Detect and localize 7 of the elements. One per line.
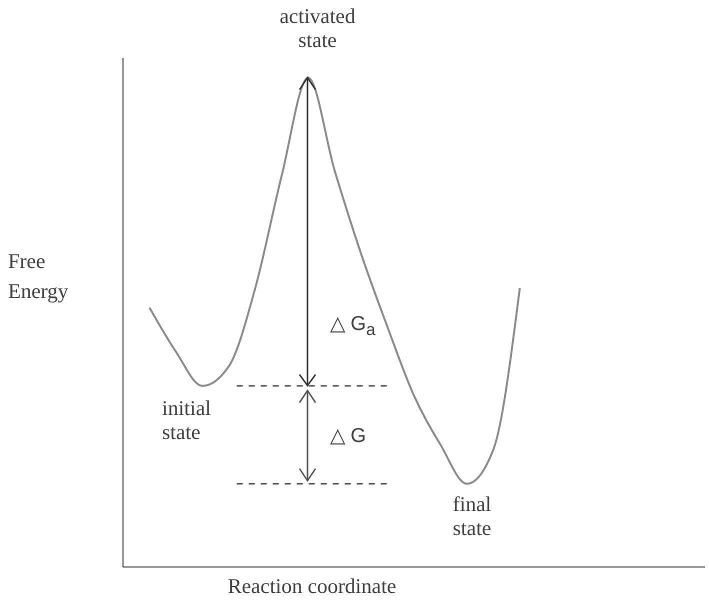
annotation: △ G$_{a}$ bbox=[330, 313, 376, 339]
annotation: initial state bbox=[162, 396, 211, 444]
text: activated state bbox=[280, 4, 356, 52]
annotation: △ G bbox=[330, 425, 366, 447]
x-axis-title: Reaction coordinate bbox=[228, 574, 396, 598]
y-axis-title: Free Energy bbox=[8, 249, 68, 303]
annotation: final state bbox=[452, 492, 492, 540]
